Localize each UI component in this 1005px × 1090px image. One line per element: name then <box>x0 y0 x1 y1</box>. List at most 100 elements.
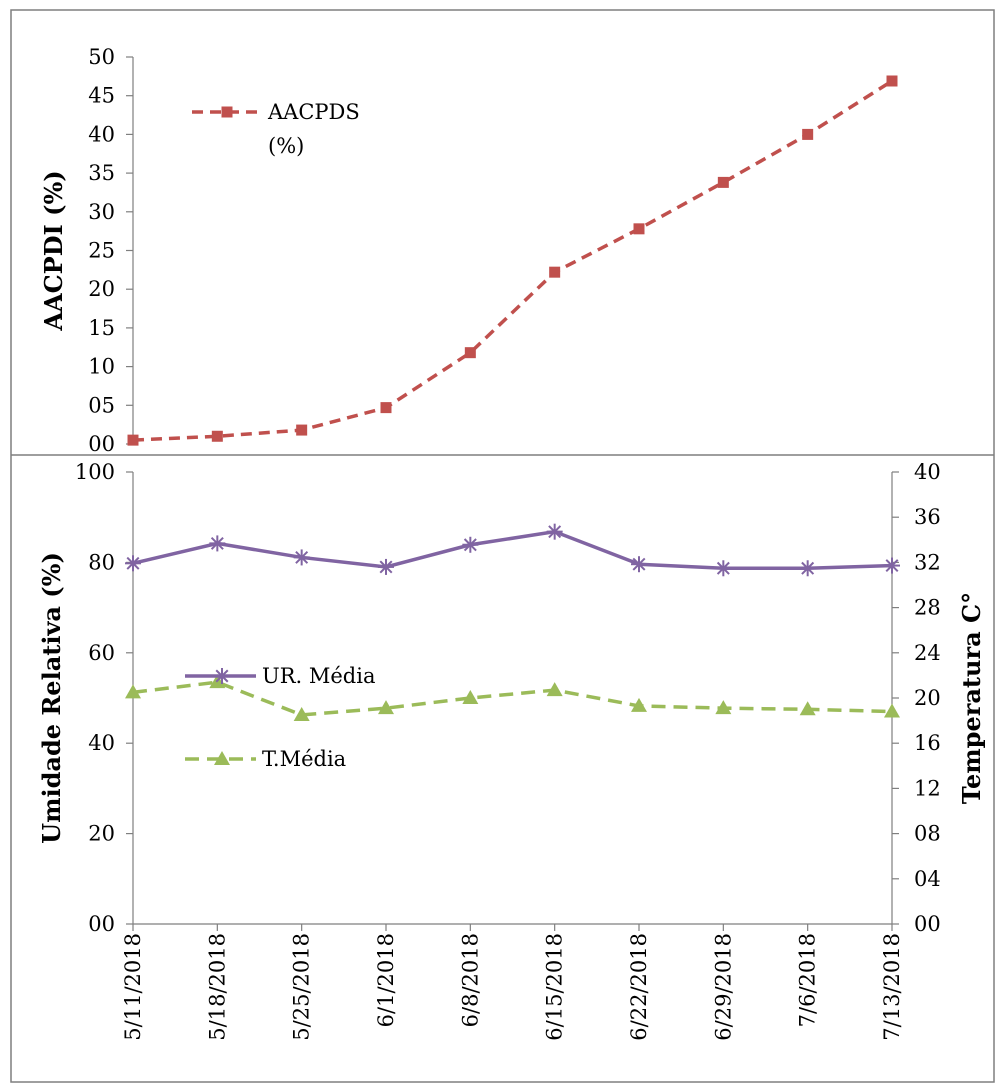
series-ur-media-point <box>209 535 226 552</box>
series-ur-media-point <box>293 549 310 566</box>
left-y-tick-label: 100 <box>75 460 115 484</box>
right-y-tick-label: 40 <box>914 460 941 484</box>
x-tick-label: 6/8/2018 <box>458 933 482 1027</box>
left-y-tick-label: 80 <box>88 550 115 574</box>
top-y-tick-label: 35 <box>88 161 115 185</box>
series-ur-media-point-stroke <box>548 525 562 539</box>
series-t-media-point <box>884 703 900 718</box>
right-y-tick-label: 00 <box>914 912 941 936</box>
series-ur-media-point <box>378 558 394 575</box>
x-tick-label: 5/18/2018 <box>205 933 229 1041</box>
right-y-tick-label: 16 <box>914 731 941 755</box>
series-ur-media-point-stroke <box>801 561 815 575</box>
series-ur-media-point <box>884 557 900 574</box>
series-ur-media-point <box>462 536 479 553</box>
x-tick-label: 6/1/2018 <box>374 933 398 1027</box>
series-t-media-point <box>799 701 816 716</box>
series-ur-media-point-stroke <box>463 538 477 552</box>
top-y-tick-label: 15 <box>88 316 115 340</box>
left-y-tick-label: 00 <box>88 912 115 936</box>
right-y-tick-label: 08 <box>914 822 941 846</box>
right-y-tick-label: 32 <box>914 550 941 574</box>
legend-aacpds-label: AACPDS <box>267 100 360 124</box>
x-tick-label: 7/13/2018 <box>880 933 904 1041</box>
legend-ur-media-label: UR. Média <box>262 664 375 688</box>
right-y-axis-label: Temperatura C° <box>957 592 986 804</box>
series-aacpds-point <box>549 266 561 278</box>
legend-ur-media-marker <box>214 668 230 684</box>
bottom-axes: 00 20 40 60 80 100 00 04 08 12 16 20 24 28 32 36 40 5/11/… <box>37 460 986 1041</box>
series-t-media-point <box>715 700 732 715</box>
right-y-tick-label: 36 <box>914 505 941 529</box>
series-t-media-point <box>293 706 310 721</box>
left-y-tick-label: 60 <box>88 641 115 665</box>
series-aacpds-point <box>886 75 898 87</box>
x-tick-label: 7/6/2018 <box>796 933 820 1027</box>
right-y-tick-label: 28 <box>914 596 941 620</box>
left-y-axis-label: Umidade Relativa (%) <box>37 552 66 844</box>
legend-t-media-marker <box>214 751 230 765</box>
series-t-media <box>125 674 900 721</box>
left-y-tick-label: 40 <box>88 731 115 755</box>
series-ur-media-point <box>631 556 647 573</box>
top-y-tick-label: 40 <box>88 122 115 146</box>
series-t-media-point <box>462 690 479 704</box>
x-tick-label: 6/29/2018 <box>711 933 735 1041</box>
top-y-tick-label: 50 <box>88 45 115 69</box>
series-aacpds-point <box>380 402 392 414</box>
series-aacpds-point <box>296 424 308 436</box>
series-t-media-point <box>631 697 647 712</box>
right-y-tick-label: 04 <box>914 867 941 891</box>
series-t-media-point <box>125 684 141 699</box>
series-ur-media-point <box>715 560 732 577</box>
top-y-axis-label: AACPDI (%) <box>39 170 68 331</box>
series-aacpds-point <box>802 128 814 140</box>
top-y-tick-label: 30 <box>88 200 115 224</box>
x-tick-label: 6/15/2018 <box>543 933 567 1041</box>
top-y-tick-label: 10 <box>88 355 115 379</box>
left-y-tick-label: 20 <box>88 822 115 846</box>
top-y-tick-label: 05 <box>88 393 115 417</box>
series-ur-media-line <box>132 529 893 571</box>
right-y-tick-label: 20 <box>914 686 941 710</box>
legend-t-media-label: T.Média <box>262 747 346 771</box>
series-ur-media-point-stroke <box>716 561 730 575</box>
right-y-tick-label: 12 <box>914 776 941 800</box>
series-aacpds-line <box>132 79 893 442</box>
top-axes: 00 05 10 15 20 25 30 35 40 45 50 AACPDI (%) <box>39 45 134 456</box>
series-ur-media-point-stroke <box>126 556 140 570</box>
legend-aacpds-marker <box>221 106 233 118</box>
series-ur-media-point <box>799 560 816 577</box>
series-ur-media-point <box>125 555 141 572</box>
top-legend: AACPDS (%) <box>192 100 360 158</box>
top-y-tick-label: 20 <box>88 277 115 301</box>
series-ur-media <box>125 523 900 577</box>
series-ur-media-point-stroke <box>632 557 646 571</box>
series-ur-media-point-stroke <box>295 550 309 564</box>
series-aacpds-point <box>633 223 645 235</box>
legend-ur-media-marker-stroke <box>215 669 229 683</box>
top-y-tick-label: 45 <box>88 84 115 108</box>
series-t-media-point <box>546 682 563 697</box>
top-y-tick-label: 25 <box>88 239 115 263</box>
legend-aacpds-label-unit: (%) <box>268 134 304 158</box>
series-aacpds-point <box>464 347 476 359</box>
series-ur-media-point-stroke <box>379 560 393 574</box>
series-t-media-line <box>132 680 893 717</box>
bottom-legend: UR. Média T.Média <box>185 664 375 771</box>
series-t-media-point <box>378 700 394 715</box>
series-aacpds <box>127 75 898 446</box>
x-tick-label: 6/22/2018 <box>627 933 651 1041</box>
x-tick-label: 5/25/2018 <box>290 933 314 1041</box>
series-aacpds-point <box>717 176 729 188</box>
figure-border <box>10 9 995 1083</box>
series-ur-media-point-stroke <box>210 536 224 550</box>
right-y-tick-label: 24 <box>914 641 941 665</box>
series-aacpds-point <box>127 434 139 446</box>
series-ur-media-point <box>546 523 563 540</box>
series-ur-media-point-stroke <box>885 559 899 573</box>
x-tick-label: 5/11/2018 <box>121 933 145 1041</box>
top-y-tick-label: 00 <box>88 432 115 456</box>
